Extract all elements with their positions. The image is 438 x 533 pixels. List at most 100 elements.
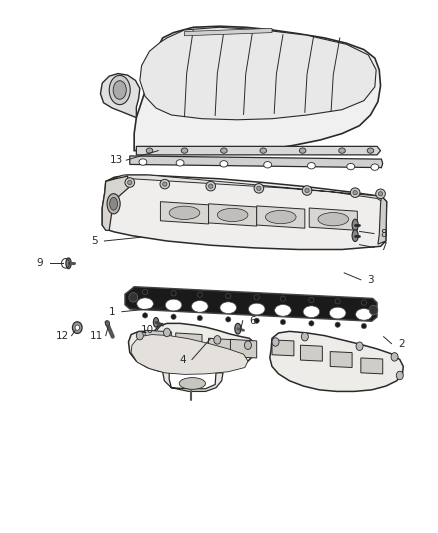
Ellipse shape <box>280 319 285 325</box>
Ellipse shape <box>355 342 362 351</box>
Polygon shape <box>329 352 351 368</box>
Ellipse shape <box>396 371 403 379</box>
Ellipse shape <box>170 290 176 296</box>
Ellipse shape <box>351 219 357 231</box>
Ellipse shape <box>142 313 148 318</box>
Text: 2: 2 <box>397 338 403 349</box>
Polygon shape <box>308 208 357 230</box>
Ellipse shape <box>368 305 377 315</box>
Polygon shape <box>130 156 382 167</box>
Ellipse shape <box>254 183 263 193</box>
Text: 11: 11 <box>89 330 102 341</box>
Polygon shape <box>128 324 254 373</box>
Ellipse shape <box>217 208 247 222</box>
Ellipse shape <box>197 292 202 297</box>
Polygon shape <box>208 338 234 357</box>
Ellipse shape <box>254 318 259 324</box>
Polygon shape <box>160 201 208 224</box>
Ellipse shape <box>317 213 348 226</box>
Ellipse shape <box>244 341 251 350</box>
Polygon shape <box>162 372 223 391</box>
Ellipse shape <box>142 289 148 295</box>
Ellipse shape <box>162 182 166 186</box>
Ellipse shape <box>360 300 366 305</box>
Polygon shape <box>134 26 380 154</box>
Ellipse shape <box>197 316 202 321</box>
Text: 6: 6 <box>248 316 255 326</box>
Ellipse shape <box>75 325 79 330</box>
Ellipse shape <box>307 163 314 169</box>
Ellipse shape <box>129 293 138 302</box>
Ellipse shape <box>181 148 187 154</box>
Ellipse shape <box>113 80 126 99</box>
Ellipse shape <box>351 230 357 241</box>
Ellipse shape <box>352 190 357 195</box>
Ellipse shape <box>170 314 176 319</box>
Polygon shape <box>256 206 304 228</box>
Polygon shape <box>102 176 128 230</box>
Ellipse shape <box>163 328 170 337</box>
Polygon shape <box>269 332 403 391</box>
Text: 9: 9 <box>37 259 43 268</box>
Ellipse shape <box>176 160 184 166</box>
Ellipse shape <box>301 185 311 195</box>
Ellipse shape <box>159 179 169 189</box>
Ellipse shape <box>225 293 230 298</box>
Ellipse shape <box>338 148 345 154</box>
Polygon shape <box>377 196 386 244</box>
Polygon shape <box>360 358 382 374</box>
Ellipse shape <box>390 353 397 361</box>
Polygon shape <box>145 330 171 349</box>
Ellipse shape <box>334 322 339 327</box>
Ellipse shape <box>272 338 279 346</box>
Polygon shape <box>125 287 376 321</box>
Text: 3: 3 <box>366 275 373 285</box>
Ellipse shape <box>334 298 339 304</box>
Ellipse shape <box>346 164 354 170</box>
Text: 8: 8 <box>379 229 386 239</box>
Ellipse shape <box>191 301 208 312</box>
Ellipse shape <box>375 189 385 199</box>
Ellipse shape <box>139 159 147 165</box>
Ellipse shape <box>205 181 215 191</box>
Polygon shape <box>184 28 272 36</box>
Ellipse shape <box>366 148 373 154</box>
Text: 12: 12 <box>55 330 68 341</box>
Text: 13: 13 <box>110 155 123 165</box>
Ellipse shape <box>219 160 227 167</box>
Ellipse shape <box>146 148 152 154</box>
Ellipse shape <box>169 206 199 220</box>
Ellipse shape <box>127 180 132 184</box>
Ellipse shape <box>107 193 120 214</box>
Ellipse shape <box>274 304 290 316</box>
Ellipse shape <box>256 186 261 190</box>
Ellipse shape <box>308 321 313 326</box>
Ellipse shape <box>110 197 117 210</box>
Polygon shape <box>136 147 380 155</box>
Ellipse shape <box>370 164 378 171</box>
Ellipse shape <box>225 317 230 322</box>
Ellipse shape <box>179 377 205 389</box>
Ellipse shape <box>304 188 308 192</box>
Ellipse shape <box>248 303 265 315</box>
Ellipse shape <box>72 322 82 334</box>
Ellipse shape <box>109 75 130 104</box>
Ellipse shape <box>153 318 158 327</box>
Text: 7: 7 <box>379 243 386 252</box>
Polygon shape <box>230 340 256 358</box>
Ellipse shape <box>220 148 226 154</box>
Ellipse shape <box>259 148 266 154</box>
Polygon shape <box>272 340 293 356</box>
Text: 5: 5 <box>91 236 98 246</box>
Ellipse shape <box>125 177 134 187</box>
Polygon shape <box>175 333 201 352</box>
Ellipse shape <box>308 297 313 303</box>
Polygon shape <box>208 204 256 226</box>
Polygon shape <box>100 74 140 118</box>
Text: 1: 1 <box>109 306 115 317</box>
Ellipse shape <box>234 324 240 334</box>
Polygon shape <box>300 345 321 361</box>
Ellipse shape <box>350 188 359 197</box>
Ellipse shape <box>219 302 236 313</box>
Ellipse shape <box>299 148 305 154</box>
